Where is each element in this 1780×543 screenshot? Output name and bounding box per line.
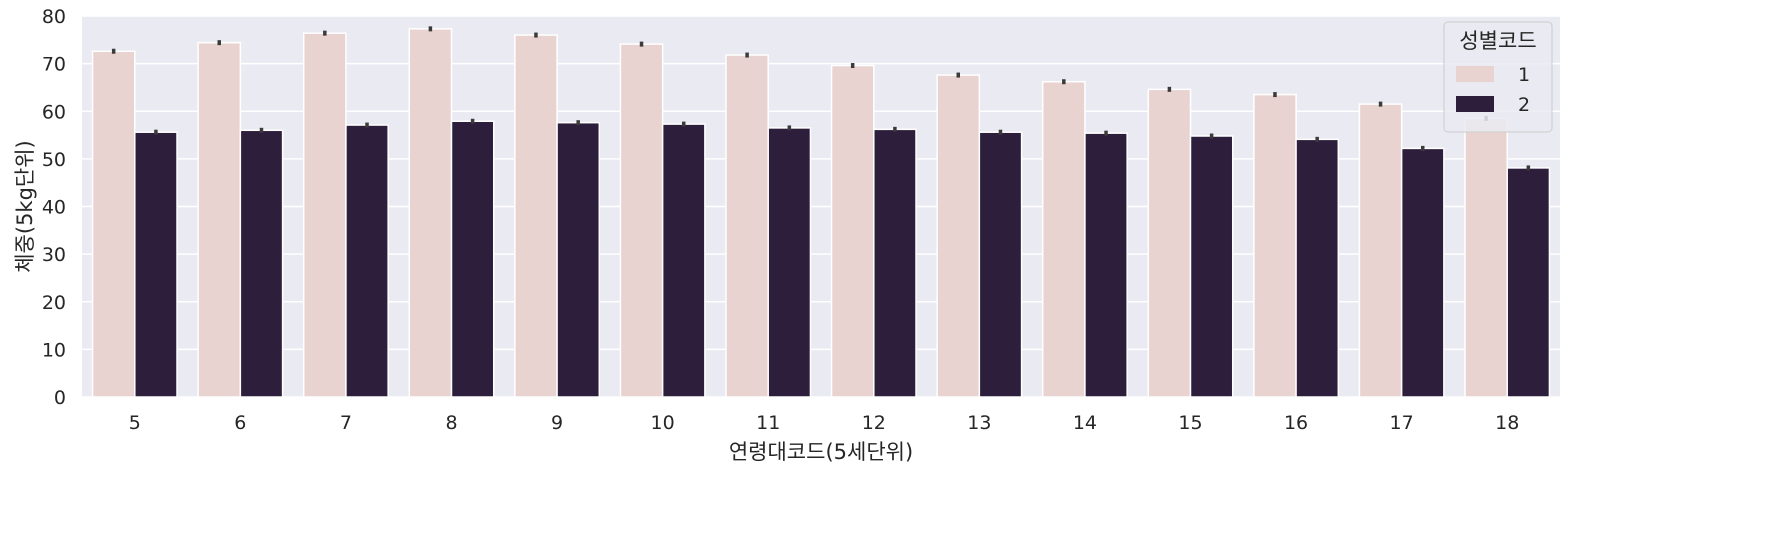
bar-series-2-9: [556, 121, 601, 398]
y-tick-label: 80: [42, 6, 66, 28]
x-axis-label: 연령대코드(5세단위): [729, 440, 913, 464]
x-tick-label: 8: [445, 412, 457, 434]
bar-series-1-18: [1464, 117, 1508, 398]
legend-swatch-2: [1456, 96, 1494, 112]
legend-items: 12: [1456, 64, 1530, 116]
bar-series-1-16: [1253, 93, 1297, 398]
bar-series-2-8: [450, 120, 495, 398]
bar-series-2-5: [134, 131, 178, 398]
bar-series-1-6: [197, 41, 242, 398]
x-tick-label: 7: [340, 412, 352, 434]
legend-label-2: 2: [1518, 94, 1530, 116]
y-axis-ticks: 0 10 20 30 40 50 60 70 80: [42, 6, 66, 409]
legend-swatch-1: [1456, 66, 1494, 82]
y-tick-label: 0: [54, 387, 66, 409]
legend: 성별코드 12: [1443, 21, 1553, 133]
bar-series-1-9: [514, 34, 558, 398]
bar-series-2-12: [873, 128, 917, 398]
y-tick-label: 10: [42, 339, 66, 361]
error-bars: [111, 26, 1531, 171]
x-tick-label: 6: [234, 412, 246, 434]
bar-series-1-10: [619, 43, 664, 398]
x-axis-ticks: 5 6 7 8 9 10 11 12 13 14 15 16 17 18: [129, 412, 1520, 434]
bar-series-2-10: [661, 123, 706, 398]
bar-series-1-15: [1147, 88, 1192, 398]
bars: [91, 28, 1551, 398]
bar-series-1-12: [830, 64, 875, 398]
y-tick-label: 30: [42, 244, 66, 266]
legend-title: 성별코드: [1459, 29, 1536, 53]
x-tick-label: 11: [756, 412, 780, 434]
y-tick-label: 40: [42, 197, 66, 219]
bar-series-2-13: [978, 131, 1023, 398]
y-tick-label: 20: [42, 292, 66, 314]
x-tick-label: 17: [1390, 412, 1414, 434]
bar-series-1-13: [936, 74, 981, 398]
x-tick-label: 10: [651, 412, 675, 434]
y-tick-label: 70: [42, 54, 66, 76]
x-tick-label: 5: [129, 412, 141, 434]
y-tick-label: 50: [42, 149, 66, 171]
x-tick-label: 12: [862, 412, 886, 434]
bar-series-2-14: [1084, 132, 1128, 398]
bar-series-2-15: [1189, 135, 1234, 398]
bar-series-1-17: [1358, 103, 1403, 398]
bar-series-2-11: [767, 127, 812, 398]
x-tick-label: 13: [967, 412, 991, 434]
x-tick-label: 14: [1073, 412, 1097, 434]
bar-series-1-11: [725, 54, 769, 398]
x-tick-label: 18: [1495, 412, 1519, 434]
bar-series-1-7: [302, 32, 347, 398]
bar-series-2-18: [1506, 167, 1551, 398]
y-tick-label: 60: [42, 101, 66, 123]
y-axis-label: 체중(5kg단위): [13, 140, 37, 273]
x-tick-label: 16: [1284, 412, 1308, 434]
bar-series-1-5: [91, 50, 136, 398]
bar-series-2-7: [345, 124, 389, 398]
bar-series-2-6: [239, 129, 284, 398]
legend-label-1: 1: [1518, 64, 1530, 86]
x-tick-label: 9: [551, 412, 563, 434]
bar-series-1-8: [408, 28, 453, 398]
x-tick-label: 15: [1178, 412, 1202, 434]
bar-series-1-14: [1041, 80, 1086, 398]
bar-series-2-17: [1400, 147, 1445, 398]
bar-series-2-16: [1295, 138, 1340, 398]
